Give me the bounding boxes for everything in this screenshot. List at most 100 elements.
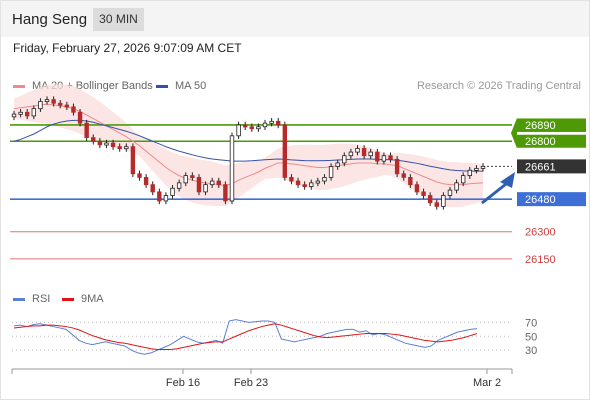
x-tick-label: Feb 16 bbox=[166, 377, 200, 389]
rsi-ma-legend-label: 9MA bbox=[81, 293, 104, 305]
candle-body bbox=[44, 99, 50, 103]
candle-body bbox=[163, 195, 169, 202]
candle-body bbox=[289, 177, 294, 182]
candle-body bbox=[203, 184, 208, 193]
candle-body bbox=[124, 146, 129, 150]
candle-body bbox=[394, 158, 400, 175]
level-label-26890: 26890 bbox=[525, 120, 556, 132]
candle-body bbox=[427, 195, 433, 204]
candle-body bbox=[256, 126, 261, 130]
candle-body bbox=[480, 165, 486, 169]
candle-body bbox=[328, 166, 334, 178]
level-label-26480: 26480 bbox=[525, 194, 556, 206]
candle-body bbox=[229, 135, 235, 202]
candle-body bbox=[302, 184, 307, 188]
credit-text: Research © 2026 Trading Central bbox=[416, 80, 581, 92]
candle-body bbox=[282, 124, 288, 178]
level-label-box-26800 bbox=[517, 134, 586, 148]
candle-body bbox=[474, 167, 479, 171]
candle-body bbox=[454, 182, 459, 191]
candle-body bbox=[467, 169, 472, 177]
rsi-line bbox=[13, 319, 478, 355]
level-label-box-26890 bbox=[517, 118, 586, 132]
candle-body bbox=[157, 191, 162, 202]
candle-body bbox=[150, 184, 155, 193]
candle-body bbox=[137, 173, 142, 178]
timestamp: Friday, February 27, 2026 9:07:09 AM CET bbox=[13, 41, 242, 55]
candle-body bbox=[460, 175, 466, 184]
candle-body bbox=[249, 126, 255, 130]
resistance-label-pointer bbox=[511, 117, 517, 149]
timeframe-badge[interactable]: 30 MIN bbox=[93, 8, 144, 31]
candle-body bbox=[71, 106, 76, 113]
rsi-legend-label: RSI bbox=[32, 293, 51, 305]
ma20-legend-swatch bbox=[13, 85, 25, 88]
candle-body bbox=[269, 120, 274, 124]
ma50-legend-label: MA 50 bbox=[175, 80, 207, 92]
candle-body bbox=[414, 184, 420, 193]
candle-body bbox=[315, 180, 321, 184]
candle-body bbox=[236, 124, 241, 137]
candle-body bbox=[355, 148, 360, 153]
x-tick-label: Mar 2 bbox=[473, 377, 501, 389]
candle-body bbox=[38, 101, 43, 110]
candle-body bbox=[209, 180, 215, 186]
bollinger-band bbox=[14, 84, 483, 208]
candle-body bbox=[276, 120, 281, 126]
candle-body bbox=[31, 108, 37, 117]
candle-body bbox=[104, 142, 109, 146]
candle-body bbox=[322, 177, 327, 182]
candle-body bbox=[18, 111, 23, 115]
candle-body bbox=[361, 148, 367, 157]
rsi-tick-50: 50 bbox=[525, 331, 537, 343]
candle-body bbox=[388, 155, 393, 160]
candle-body bbox=[335, 162, 340, 167]
rsi-tick-30: 30 bbox=[525, 345, 537, 357]
candle-body bbox=[196, 177, 202, 193]
candle-body bbox=[91, 137, 96, 142]
candle-body bbox=[58, 102, 63, 106]
level-label-box-26661 bbox=[517, 159, 586, 174]
candle-body bbox=[51, 99, 56, 104]
candle-body bbox=[77, 111, 83, 124]
candle-body bbox=[381, 155, 387, 162]
rsi-ma-legend-swatch bbox=[62, 298, 74, 301]
level-label-26150: 26150 bbox=[525, 254, 556, 266]
candle-body bbox=[348, 151, 354, 157]
rsi-legend-swatch bbox=[13, 298, 25, 301]
candle-body bbox=[375, 151, 380, 162]
candle-body bbox=[242, 124, 248, 128]
candle-body bbox=[309, 182, 314, 187]
projection-arrow-head bbox=[500, 172, 515, 188]
candle-body bbox=[295, 180, 301, 186]
candle-body bbox=[262, 122, 268, 128]
resistance-label-joiner bbox=[517, 129, 586, 132]
candle-body bbox=[183, 175, 188, 184]
candle-body bbox=[143, 177, 149, 186]
candle-body bbox=[176, 182, 182, 189]
candle-body bbox=[447, 189, 453, 196]
ma50-line bbox=[13, 119, 483, 172]
rsi-tick-70: 70 bbox=[525, 317, 537, 329]
candle-body bbox=[408, 177, 413, 186]
candle-body bbox=[117, 146, 122, 150]
candle-body bbox=[441, 195, 446, 207]
level-label-26661: 26661 bbox=[525, 161, 556, 173]
candle-body bbox=[170, 187, 175, 196]
candle-body bbox=[130, 146, 136, 175]
ma50-legend-swatch bbox=[156, 85, 168, 88]
candle-body bbox=[421, 191, 426, 196]
rsi-ma-line bbox=[13, 323, 478, 350]
instrument-title: Hang Seng bbox=[12, 11, 88, 28]
candle-body bbox=[190, 175, 195, 179]
level-label-26300: 26300 bbox=[525, 227, 556, 239]
candle-body bbox=[401, 173, 406, 178]
candle-body bbox=[368, 151, 373, 157]
candle-body bbox=[11, 113, 17, 118]
ma20-line bbox=[13, 103, 484, 187]
candle-body bbox=[110, 142, 116, 148]
projection-arrow-shaft bbox=[481, 182, 507, 205]
x-tick-label: Feb 23 bbox=[234, 377, 268, 389]
level-label-26800: 26800 bbox=[525, 136, 556, 148]
